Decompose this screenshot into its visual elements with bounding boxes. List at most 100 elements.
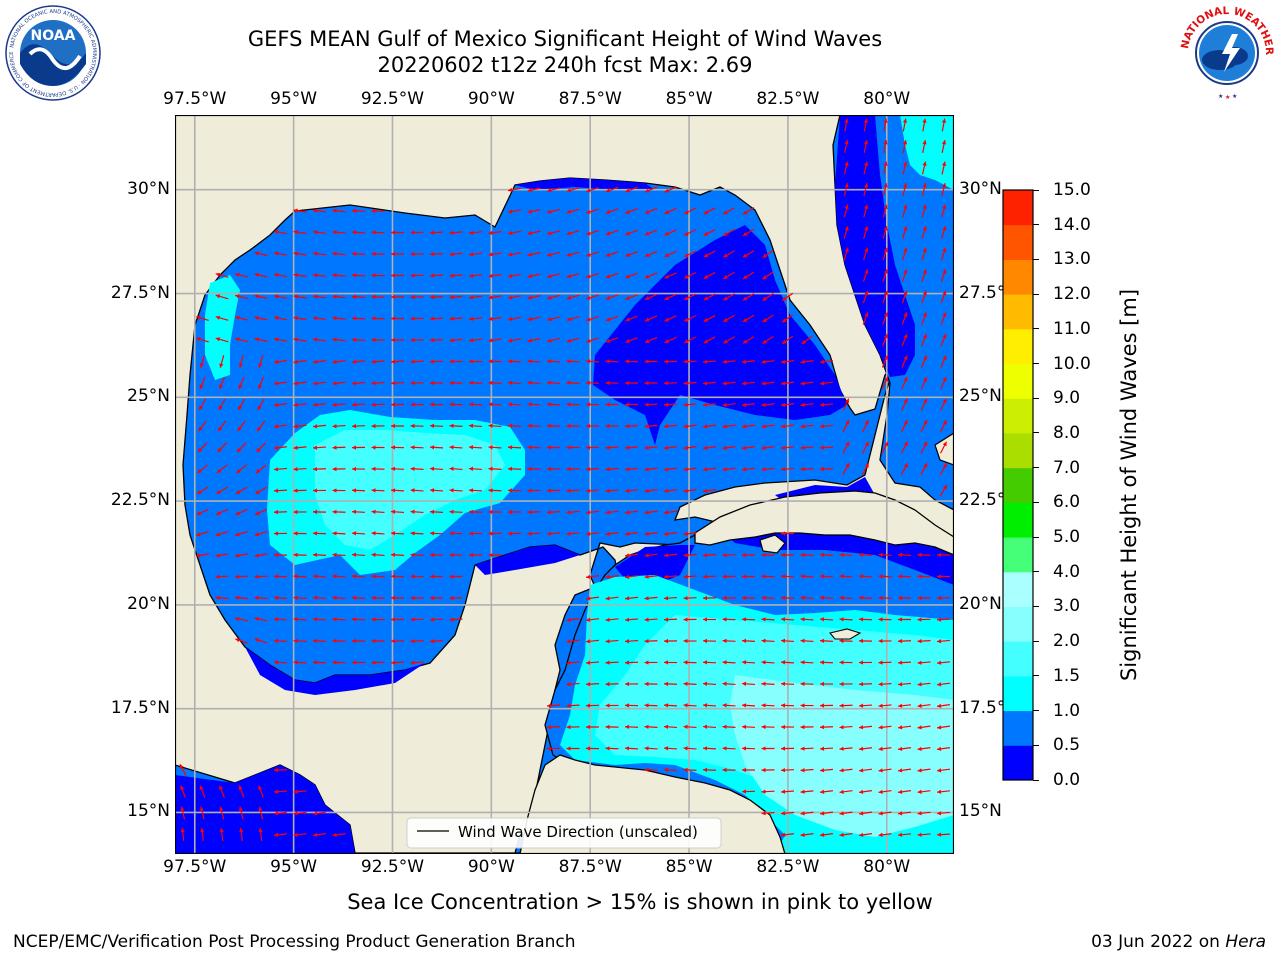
- wave-direction-arrow: [180, 785, 186, 798]
- wave-direction-arrow: [234, 595, 249, 600]
- wave-direction-arrow: [897, 725, 912, 730]
- wave-direction-arrow: [897, 574, 912, 579]
- wave-direction-arrow: [605, 724, 619, 730]
- moderate-wave-zone-west-coast: [205, 275, 240, 380]
- wave-direction-arrow: [800, 595, 814, 600]
- colorbar-tick-mark: [1033, 224, 1039, 226]
- colorbar-tick-label: 1.5: [1053, 665, 1081, 686]
- wave-direction-arrow: [293, 359, 307, 364]
- wave-direction-arrow: [585, 531, 600, 536]
- wave-direction-arrow: [780, 832, 795, 837]
- wave-direction-arrow: [351, 208, 366, 213]
- wave-direction-arrow: [566, 682, 580, 687]
- wave-direction-arrow: [257, 376, 265, 390]
- wave-direction-arrow: [293, 832, 307, 837]
- wave-direction-arrow: [858, 832, 873, 837]
- wave-direction-arrow: [429, 273, 444, 278]
- wave-direction-arrow: [882, 269, 888, 282]
- wave-direction-arrow: [488, 338, 502, 343]
- wave-direction-arrow: [566, 230, 580, 236]
- wave-direction-arrow: [390, 273, 405, 278]
- wave-direction-arrow: [663, 488, 678, 493]
- wave-direction-arrow: [722, 724, 736, 730]
- wave-direction-arrow: [683, 595, 697, 601]
- lat-label: 25°N: [959, 386, 1002, 407]
- wave-direction-arrow: [351, 466, 366, 472]
- wave-direction-arrow: [585, 703, 600, 708]
- wave-direction-arrow: [663, 617, 678, 622]
- wave-direction-arrow: [624, 617, 639, 622]
- wave-direction-arrow: [940, 376, 947, 390]
- wave-direction-arrow: [312, 230, 327, 235]
- wave-direction-arrow: [546, 488, 561, 493]
- wave-direction-arrow: [624, 531, 639, 536]
- wave-direction-arrow: [761, 445, 775, 450]
- wave-direction-arrow: [566, 746, 580, 751]
- wave-direction-arrow: [547, 230, 560, 236]
- wave-direction-arrow: [625, 186, 638, 193]
- wave-direction-arrow: [644, 724, 658, 730]
- wave-direction-arrow: [663, 445, 678, 450]
- wave-direction-arrow: [702, 681, 717, 686]
- lon-label: 87.5°W: [558, 89, 622, 109]
- wave-direction-arrow: [566, 423, 580, 429]
- wave-direction-arrow: [351, 595, 366, 601]
- wave-direction-arrow: [527, 209, 541, 214]
- wave-direction-arrow: [312, 531, 327, 536]
- wave-direction-arrow: [488, 423, 502, 428]
- wave-direction-arrow: [781, 292, 794, 302]
- wave-direction-arrow: [198, 398, 207, 411]
- wave-direction-arrow: [605, 703, 619, 708]
- wave-direction-arrow: [566, 531, 580, 536]
- wave-direction-arrow: [371, 423, 385, 429]
- wave-direction-arrow: [663, 467, 678, 472]
- wave-direction-arrow: [332, 316, 346, 321]
- wave-direction-arrow: [254, 272, 268, 278]
- wave-direction-arrow: [273, 617, 288, 622]
- wave-direction-arrow: [644, 574, 658, 579]
- wave-direction-arrow: [196, 508, 209, 516]
- chart-title: GEFS MEAN Gulf of Mexico Significant Hei…: [0, 26, 1130, 78]
- wave-direction-arrow: [842, 398, 850, 411]
- wave-direction-arrow: [901, 419, 908, 433]
- wave-direction-arrow: [332, 208, 346, 213]
- wave-direction-arrow: [586, 315, 599, 322]
- low-wave-zone-campeche: [475, 545, 580, 575]
- wave-direction-arrow: [940, 333, 947, 347]
- wave-direction-arrow: [351, 381, 366, 386]
- wave-direction-arrow: [863, 183, 869, 196]
- wave-direction-arrow: [920, 441, 928, 454]
- wave-direction-arrow: [644, 553, 658, 558]
- wave-direction-arrow: [390, 380, 405, 386]
- wave-direction-arrow: [625, 337, 638, 343]
- wave-direction-arrow: [390, 466, 405, 472]
- wave-direction-arrow: [488, 509, 502, 515]
- wave-direction-arrow: [702, 445, 717, 450]
- colorbar-segment: [1003, 467, 1033, 503]
- wave-direction-arrow: [507, 295, 522, 300]
- wave-direction-arrow: [547, 251, 560, 257]
- wave-direction-arrow: [527, 252, 541, 257]
- wave-direction-arrow: [410, 531, 424, 536]
- wave-direction-arrow: [585, 639, 600, 644]
- wave-direction-arrow: [429, 531, 444, 536]
- wave-direction-arrow: [878, 682, 892, 687]
- wave-direction-arrow: [293, 424, 307, 429]
- wave-direction-arrow: [488, 488, 502, 493]
- wave-direction-arrow: [219, 355, 225, 368]
- wave-direction-arrow: [429, 252, 444, 257]
- wave-direction-arrow: [273, 789, 288, 794]
- wave-direction-arrow: [236, 442, 247, 453]
- wave-direction-arrow: [683, 445, 697, 450]
- wave-direction-arrow: [605, 272, 619, 279]
- wave-direction-arrow: [863, 140, 869, 153]
- wave-direction-arrow: [761, 467, 775, 472]
- wave-direction-arrow: [858, 617, 873, 622]
- wave-direction-arrow: [702, 595, 717, 601]
- wave-direction-arrow: [819, 552, 834, 558]
- wave-direction-arrow: [839, 617, 853, 622]
- lon-label: 95°W: [270, 857, 318, 877]
- lat-label: 17.5°N: [110, 697, 170, 718]
- wave-direction-arrow: [819, 381, 834, 386]
- wave-direction-arrow: [902, 183, 908, 196]
